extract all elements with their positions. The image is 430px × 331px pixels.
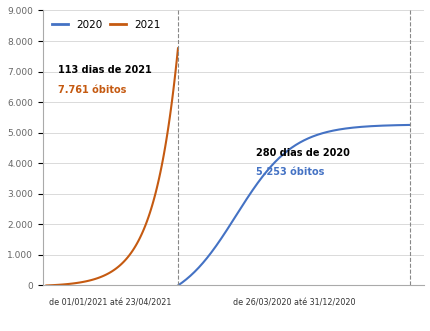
2021 bbox=[142, 224, 147, 228]
Legend: 2020, 2021: 2020, 2021 bbox=[48, 16, 165, 34]
2020 bbox=[367, 124, 372, 128]
2020 bbox=[317, 132, 322, 136]
Line: 2021: 2021 bbox=[46, 48, 178, 285]
Line: 2020: 2020 bbox=[178, 125, 408, 285]
Text: de 26/03/2020 até 31/12/2020: de 26/03/2020 até 31/12/2020 bbox=[232, 299, 354, 308]
2021 bbox=[48, 283, 53, 287]
2021 bbox=[86, 279, 91, 283]
2020 bbox=[175, 283, 180, 287]
2021 bbox=[47, 283, 52, 287]
2020 bbox=[211, 247, 216, 251]
Text: 7.761 óbitos: 7.761 óbitos bbox=[58, 85, 126, 95]
2021 bbox=[175, 46, 180, 50]
Text: 5.253 óbitos: 5.253 óbitos bbox=[255, 167, 324, 177]
2021 bbox=[153, 191, 158, 195]
Text: de 01/01/2021 até 23/04/2021: de 01/01/2021 até 23/04/2021 bbox=[49, 299, 171, 308]
2020 bbox=[307, 136, 312, 140]
2021 bbox=[166, 124, 171, 128]
2020 bbox=[366, 124, 371, 128]
Text: 280 dias de 2020: 280 dias de 2020 bbox=[255, 148, 349, 158]
2020 bbox=[286, 148, 291, 152]
Text: 113 dias de 2021: 113 dias de 2021 bbox=[58, 66, 151, 75]
2020 bbox=[406, 123, 411, 127]
2021 bbox=[44, 283, 49, 287]
